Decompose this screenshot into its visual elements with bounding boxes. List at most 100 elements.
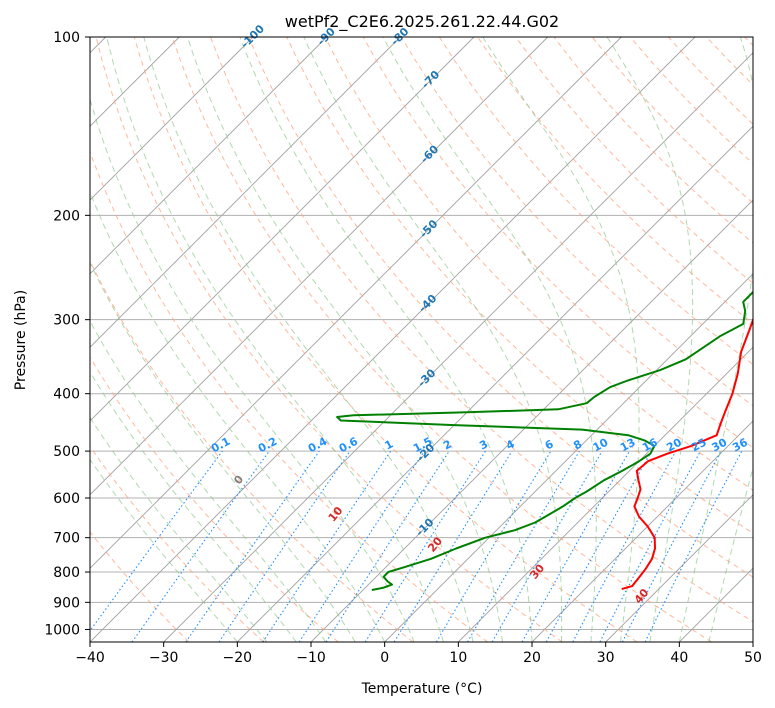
dry-adiabat-line xyxy=(171,37,712,642)
moist-adiabat-line xyxy=(90,97,415,642)
dry-adiabat-line xyxy=(553,37,753,244)
moist-adiabat-line xyxy=(106,37,445,642)
mixing-ratio-label: 16 xyxy=(640,436,660,455)
dry-adiabat-line xyxy=(95,37,563,642)
x-tick-label: −40 xyxy=(75,650,105,666)
x-tick-label: 10 xyxy=(449,650,467,666)
y-tick-label: 500 xyxy=(53,444,80,460)
axes: −40 −30 −20 −10 0 10 20 30 40 5010020030040050060… xyxy=(44,30,762,666)
y-axis-label: Pressure (hPa) xyxy=(13,290,29,390)
mixing-ratio-line xyxy=(262,450,392,642)
isotherm-line xyxy=(163,52,753,642)
isotherm-line xyxy=(310,199,753,642)
moist-adiabat-line xyxy=(382,37,597,642)
isotherm-line xyxy=(90,37,549,496)
x-tick-label: −30 xyxy=(149,650,179,666)
mixing-ratio-line xyxy=(572,450,677,642)
isotherm-line xyxy=(236,125,753,642)
mixing-ratio-line xyxy=(185,450,320,642)
x-axis-label: Temperature (°C) xyxy=(361,681,483,697)
dry-adiabat-line xyxy=(515,37,753,284)
mixing-ratio-line xyxy=(545,450,653,642)
dry-adiabat-line xyxy=(248,37,753,578)
moist-adiabat-line xyxy=(606,37,694,642)
x-tick-label: 50 xyxy=(744,650,762,666)
isotherm-line xyxy=(90,37,254,201)
isotherm-line xyxy=(90,37,622,569)
mixing-ratio-line xyxy=(599,450,701,642)
x-tick-label: −10 xyxy=(296,650,326,666)
isotherm-line xyxy=(752,641,753,642)
mixing-ratio-line xyxy=(644,450,743,642)
x-tick-label: 0 xyxy=(380,650,389,666)
mixing-ratio-label: 30 xyxy=(710,436,730,455)
isotherm-line xyxy=(90,37,328,275)
dry-adiabat-label: 40 xyxy=(632,586,652,606)
isotherm-line xyxy=(531,420,753,642)
dry-adiabat-line xyxy=(438,37,753,366)
dry-adiabat-line xyxy=(286,37,753,534)
mixing-ratio-label: 0.1 xyxy=(209,435,232,456)
mixing-ratio-label: 13 xyxy=(618,436,638,455)
x-tick-label: 20 xyxy=(523,650,541,666)
dry-adiabat-line xyxy=(400,37,753,407)
dry-adiabat-line xyxy=(90,531,190,642)
background-lines xyxy=(90,37,753,642)
profile-lines xyxy=(336,290,753,591)
moist-adiabat-line xyxy=(239,37,533,642)
dry-adiabat-line xyxy=(668,37,753,125)
y-tick-label: 100 xyxy=(53,30,80,46)
dewpoint-profile-line xyxy=(336,290,753,591)
moist-adiabat-line xyxy=(90,416,268,642)
mixing-ratio-line xyxy=(298,450,425,642)
mixing-ratio-label: 0.4 xyxy=(306,435,330,456)
mixing-ratio-label: 0.2 xyxy=(256,435,279,456)
mixing-ratio-line xyxy=(467,450,580,642)
x-tick-label: −20 xyxy=(223,650,253,666)
isotherm-line xyxy=(678,567,753,642)
x-tick-label: 40 xyxy=(670,650,688,666)
dry-adiabat-line xyxy=(210,37,753,623)
temperature-profile-line xyxy=(621,316,753,591)
moist-adiabat-line xyxy=(187,37,503,642)
moist-adiabat-line xyxy=(90,261,356,642)
isotherm-line xyxy=(457,346,753,642)
moist-adiabat-line xyxy=(90,320,327,642)
moist-adiabat-line xyxy=(90,190,386,642)
mixing-ratio-label: 25 xyxy=(689,436,709,455)
mixing-ratio-line xyxy=(218,450,351,642)
isotherm-label: -60 xyxy=(418,142,441,165)
dry-adiabat-line xyxy=(90,356,339,642)
moist-adiabat-line xyxy=(708,465,753,642)
mixing-ratio-label: 36 xyxy=(730,436,750,455)
dry-adiabat-label: 30 xyxy=(527,561,547,581)
isotherm-line xyxy=(90,37,475,422)
mixing-ratio-line xyxy=(131,450,270,642)
dry-adiabat-line xyxy=(90,259,414,642)
y-tick-label: 1000 xyxy=(44,622,80,638)
moist-adiabat-line xyxy=(90,370,297,642)
moist-adiabat-line xyxy=(143,37,474,642)
y-tick-label: 700 xyxy=(53,531,80,547)
isotherm-label: -40 xyxy=(416,292,439,315)
mixing-ratio-label: 10 xyxy=(591,436,611,455)
y-tick-label: 600 xyxy=(53,491,80,507)
mixing-ratio-label: 4 xyxy=(504,437,517,452)
mixing-ratio-label: 0.6 xyxy=(337,435,361,456)
isotherm-line xyxy=(90,37,696,642)
y-tick-label: 400 xyxy=(53,387,80,403)
y-tick-label: 900 xyxy=(53,595,80,611)
isotherm-line xyxy=(384,273,753,642)
mixing-ratio-label: 2 xyxy=(441,437,454,452)
mixing-ratio-label: 6 xyxy=(543,437,556,452)
isotherm-label: -30 xyxy=(415,366,438,389)
y-tick-label: 300 xyxy=(53,313,80,329)
isotherm-label: -70 xyxy=(419,68,442,91)
dry-adiabat-line xyxy=(591,37,753,204)
mixing-ratio-line xyxy=(90,450,223,632)
mixing-ratio-line xyxy=(325,450,450,642)
isotherm-line xyxy=(90,37,401,348)
moist-adiabat-line xyxy=(678,37,753,642)
x-tick-label: 30 xyxy=(597,650,615,666)
